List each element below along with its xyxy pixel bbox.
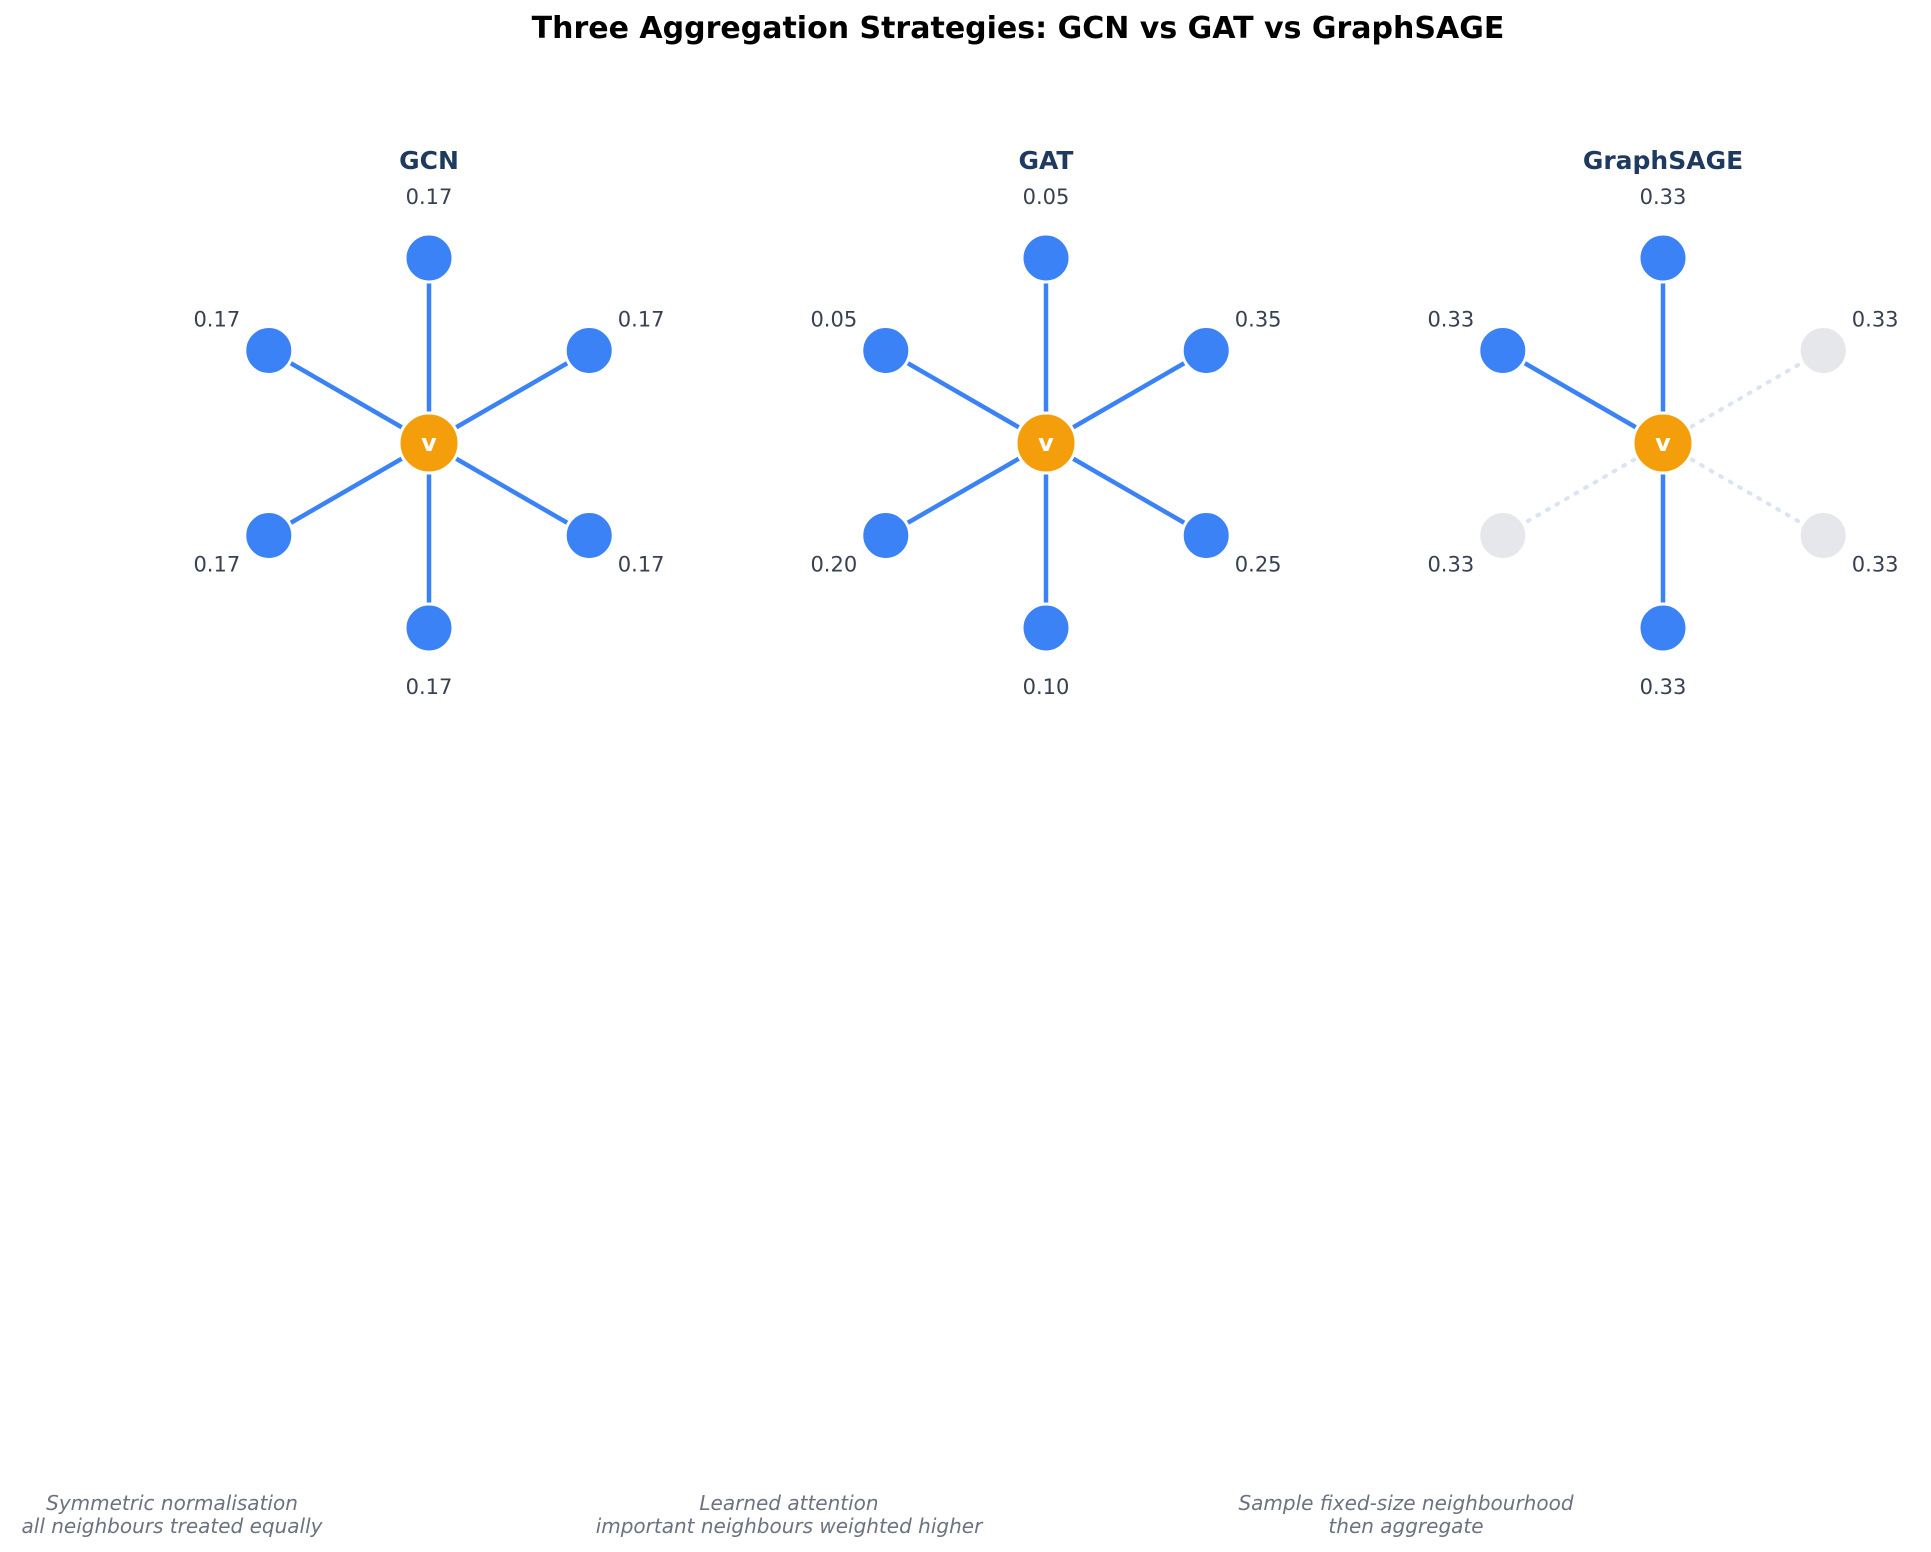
neighbour-node-bottom xyxy=(1020,602,1072,654)
panel-gcn: GCN 0.17 0.17 0.17 0.17 0.17 0.17 v Symmetric no… xyxy=(22,146,665,1538)
center-node-label: v xyxy=(1655,429,1671,457)
center-node-label: v xyxy=(1038,429,1054,457)
weight-label-upper-right: 0.17 xyxy=(618,308,665,332)
figure-title: Three Aggregation Strategies: GCN vs GAT… xyxy=(532,11,1505,46)
panels: GCN 0.17 0.17 0.17 0.17 0.17 0.17 v Symmetric no… xyxy=(22,146,1899,1538)
weight-label-top: 0.05 xyxy=(1023,185,1070,209)
caption-line: all neighbours treated equally xyxy=(22,1514,324,1538)
weight-label-lower-right: 0.17 xyxy=(618,553,665,577)
neighbour-node-lower-left-unsampled xyxy=(1477,510,1529,561)
panel-caption: Learned attention important neighbours we… xyxy=(596,1491,984,1538)
center-node-label: v xyxy=(421,429,437,457)
neighbour-node-upper-left xyxy=(860,325,912,376)
weight-label-lower-left: 0.20 xyxy=(810,553,857,577)
weight-label-lower-left: 0.17 xyxy=(193,553,240,577)
weight-label-upper-left: 0.33 xyxy=(1427,308,1474,332)
weight-labels: 0.05 0.35 0.25 0.10 0.20 0.05 xyxy=(810,185,1281,699)
weight-label-lower-right: 0.25 xyxy=(1235,553,1282,577)
panel-title: GraphSAGE xyxy=(1583,146,1743,175)
weight-label-top: 0.17 xyxy=(406,185,453,209)
weight-label-upper-right: 0.33 xyxy=(1852,308,1899,332)
neighbour-node-top xyxy=(1020,232,1072,284)
caption-line: then aggregate xyxy=(1328,1514,1483,1538)
weight-label-bottom: 0.10 xyxy=(1023,675,1070,699)
neighbour-node-lower-right-unsampled xyxy=(1797,510,1849,561)
weight-labels: 0.33 0.33 0.33 0.33 0.33 0.33 xyxy=(1427,185,1898,699)
weight-label-lower-right: 0.33 xyxy=(1852,553,1899,577)
weight-label-bottom: 0.33 xyxy=(1640,675,1687,699)
neighbour-node-lower-left xyxy=(860,510,912,561)
neighbour-node-bottom xyxy=(403,602,455,654)
weight-labels: 0.17 0.17 0.17 0.17 0.17 0.17 xyxy=(193,185,664,699)
center-node xyxy=(1631,411,1695,475)
neighbour-node-bottom xyxy=(1637,602,1689,654)
neighbour-nodes xyxy=(860,232,1232,654)
neighbour-node-lower-left xyxy=(243,510,295,561)
neighbour-node-lower-right xyxy=(1180,510,1232,561)
panel-caption: Symmetric normalisation all neighbours tr… xyxy=(22,1491,324,1538)
caption-line: Learned attention xyxy=(699,1491,878,1515)
neighbour-node-upper-left xyxy=(1477,325,1529,376)
neighbour-node-upper-right xyxy=(1180,325,1232,376)
neighbour-node-upper-right-unsampled xyxy=(1797,325,1849,376)
neighbour-node-lower-right xyxy=(563,510,615,561)
weight-label-upper-right: 0.35 xyxy=(1235,308,1282,332)
weight-label-upper-left: 0.17 xyxy=(193,308,240,332)
neighbour-nodes xyxy=(243,232,615,654)
weight-label-lower-left: 0.33 xyxy=(1427,553,1474,577)
panel-title: GAT xyxy=(1019,146,1074,175)
caption-line: Sample fixed-size neighbourhood xyxy=(1238,1491,1573,1515)
caption-line: important neighbours weighted higher xyxy=(596,1514,984,1538)
neighbour-node-upper-left xyxy=(243,325,295,376)
panel-graphsage: GraphSAGE 0.33 0.33 0.33 0.33 0.33 0.33 v Sample… xyxy=(1238,146,1898,1538)
weight-label-bottom: 0.17 xyxy=(406,675,453,699)
neighbour-nodes xyxy=(1477,232,1849,654)
edge-lower-left-unsampled xyxy=(1500,441,1665,538)
weight-label-top: 0.33 xyxy=(1640,185,1687,209)
panel-caption: Sample fixed-size neighbourhood then aggr… xyxy=(1238,1491,1573,1538)
edge-lower-right-unsampled xyxy=(1661,441,1826,538)
neighbour-node-upper-right xyxy=(563,325,615,376)
weight-label-upper-left: 0.05 xyxy=(810,308,857,332)
center-node xyxy=(397,411,461,475)
neighbour-node-top xyxy=(1637,232,1689,284)
caption-line: Symmetric normalisation xyxy=(46,1491,298,1515)
neighbour-node-top xyxy=(403,232,455,284)
edge-upper-right-unsampled xyxy=(1661,348,1826,445)
panel-title: GCN xyxy=(399,146,459,175)
center-node xyxy=(1014,411,1078,475)
panel-gat: GAT 0.05 0.35 0.25 0.10 0.20 0.05 v Learned atte… xyxy=(596,146,1282,1538)
